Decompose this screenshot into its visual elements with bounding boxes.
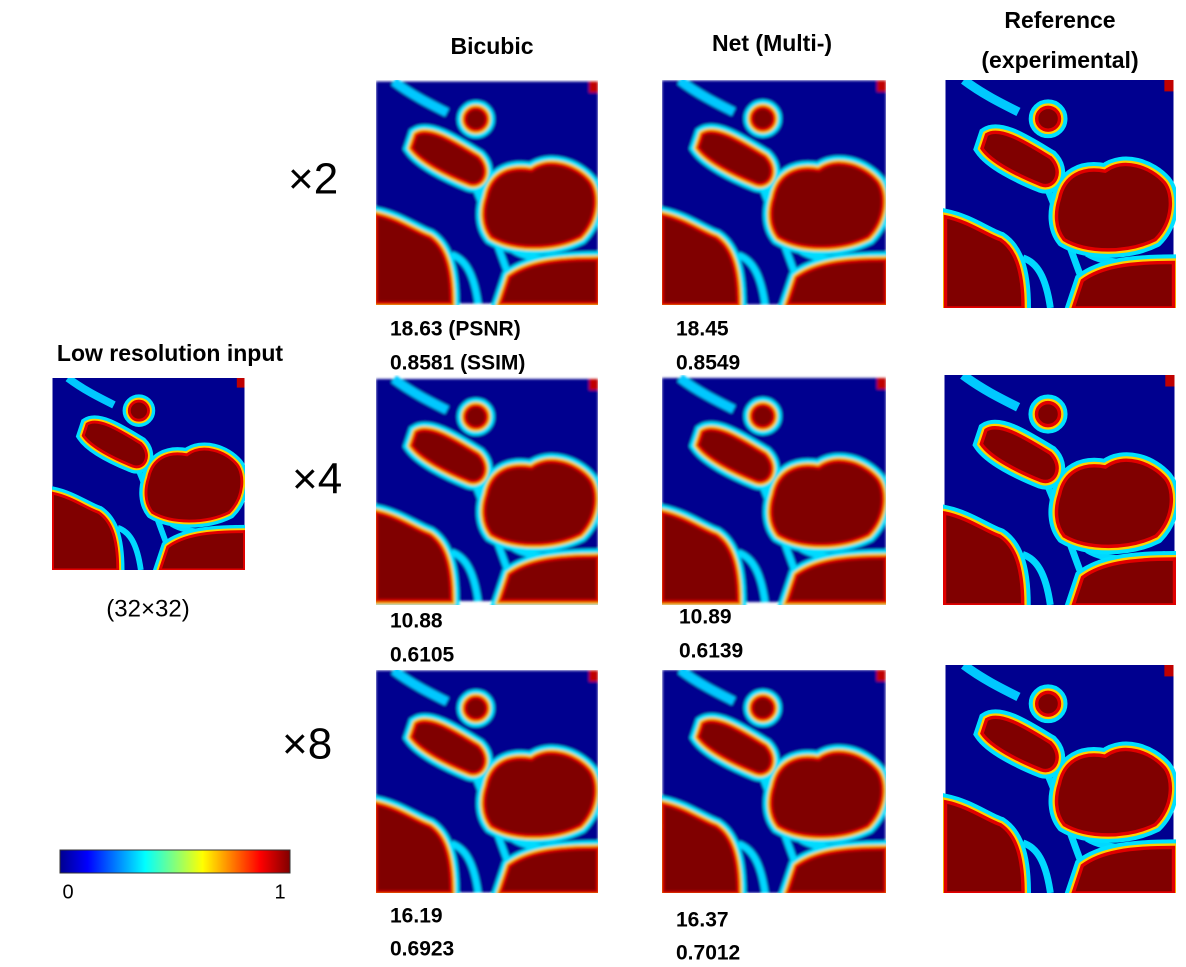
net-image: [662, 378, 886, 602]
psnr: 10.89: [679, 606, 732, 629]
psnr: 18.45: [676, 318, 729, 341]
bicubic-image: [376, 671, 598, 893]
row-label: ×4: [292, 455, 342, 504]
reference-image: [945, 375, 1175, 605]
reference-image: [946, 80, 1174, 308]
net-image: [663, 670, 886, 893]
row-label: ×2: [288, 155, 338, 204]
input-image: [53, 378, 245, 570]
ssim: 0.7012: [676, 942, 740, 965]
psnr: 18.63 (PSNR): [390, 318, 521, 341]
ssim: 0.6923: [390, 938, 454, 961]
ssim: 0.6105: [390, 644, 455, 667]
bicubic-image: [376, 82, 598, 304]
reference-image: [946, 665, 1174, 893]
bicubic-image: [376, 379, 598, 601]
column-header: Net (Multi-): [712, 30, 832, 56]
psnr: 16.37: [676, 909, 729, 932]
net-image: [662, 81, 886, 305]
psnr: 16.19: [390, 905, 443, 928]
ssim: 0.6139: [679, 640, 743, 663]
figure: Bicubic Net (Multi-) Reference (experime…: [0, 0, 1186, 967]
colorbar-label: 0: [62, 881, 73, 903]
column-header: Reference: [1004, 7, 1115, 33]
ssim: 0.8549: [676, 352, 740, 375]
ssim: 0.8581 (SSIM): [390, 352, 525, 375]
input-title: Low resolution input: [57, 340, 283, 366]
colorbar: [60, 850, 290, 873]
column-header: Bicubic: [450, 33, 533, 59]
psnr: 10.88: [390, 610, 443, 633]
column-header: (experimental): [981, 47, 1138, 73]
input-size: (32×32): [106, 595, 189, 622]
row-label: ×8: [282, 720, 332, 769]
colorbar-label: 1: [274, 881, 285, 903]
